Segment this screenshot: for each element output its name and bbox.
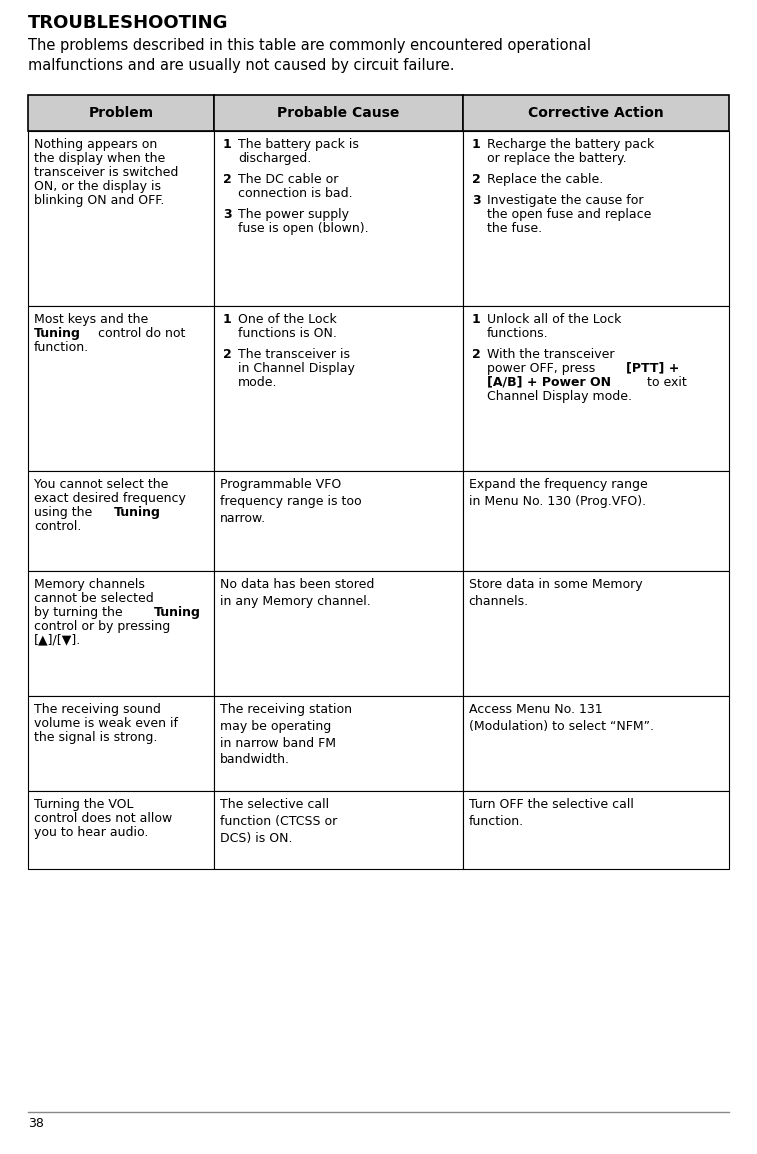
Text: discharged.: discharged. <box>238 152 311 165</box>
Text: 3: 3 <box>472 194 481 207</box>
Text: Unlock all of the Lock: Unlock all of the Lock <box>487 313 621 325</box>
Bar <box>463 471 729 571</box>
Text: blinking ON and OFF.: blinking ON and OFF. <box>34 194 164 207</box>
Text: function.: function. <box>34 340 89 354</box>
Bar <box>28 95 213 132</box>
Text: The selective call
function (CTCSS or
DCS) is ON.: The selective call function (CTCSS or DC… <box>220 799 337 845</box>
Text: The power supply: The power supply <box>238 208 349 220</box>
Bar <box>213 132 463 306</box>
Text: The DC cable or: The DC cable or <box>238 173 338 186</box>
Bar <box>213 95 463 132</box>
Bar <box>28 571 213 696</box>
Text: Expand the frequency range
in Menu No. 130 (Prog.VFO).: Expand the frequency range in Menu No. 1… <box>469 478 647 508</box>
Text: cannot be selected: cannot be selected <box>34 592 154 605</box>
Text: 2: 2 <box>472 173 481 186</box>
Text: functions is ON.: functions is ON. <box>238 327 337 340</box>
Bar <box>463 95 729 132</box>
Bar <box>213 306 463 471</box>
Text: the fuse.: the fuse. <box>487 222 542 234</box>
Text: One of the Lock: One of the Lock <box>238 313 337 325</box>
Text: control or by pressing: control or by pressing <box>34 620 170 632</box>
Text: Tuning: Tuning <box>114 505 161 519</box>
Text: Channel Display mode.: Channel Display mode. <box>487 390 631 403</box>
Text: Corrective Action: Corrective Action <box>528 106 664 120</box>
Text: The receiving station
may be operating
in narrow band FM
bandwidth.: The receiving station may be operating i… <box>220 703 352 766</box>
Text: transceiver is switched: transceiver is switched <box>34 166 179 179</box>
Text: 38: 38 <box>28 1117 44 1130</box>
Text: Problem: Problem <box>89 106 154 120</box>
Text: 3: 3 <box>223 208 232 220</box>
Text: in Channel Display: in Channel Display <box>238 362 354 375</box>
Text: You cannot select the: You cannot select the <box>34 478 168 490</box>
Text: 1: 1 <box>472 138 481 151</box>
Text: [▲]/[▼].: [▲]/[▼]. <box>34 634 81 646</box>
Text: the signal is strong.: the signal is strong. <box>34 730 157 744</box>
Bar <box>463 696 729 790</box>
Bar <box>463 790 729 869</box>
Text: Most keys and the: Most keys and the <box>34 313 148 325</box>
Text: to exit: to exit <box>646 376 687 389</box>
Text: you to hear audio.: you to hear audio. <box>34 826 148 839</box>
Text: control.: control. <box>34 519 81 533</box>
Bar <box>463 306 729 471</box>
Text: The problems described in this table are commonly encountered operational
malfun: The problems described in this table are… <box>28 38 591 73</box>
Text: 2: 2 <box>223 347 232 361</box>
Text: or replace the battery.: or replace the battery. <box>487 152 626 165</box>
Text: functions.: functions. <box>487 327 548 340</box>
Text: the open fuse and replace: the open fuse and replace <box>487 208 651 220</box>
Text: 1: 1 <box>223 138 232 151</box>
Text: 1: 1 <box>472 313 481 325</box>
Bar <box>463 571 729 696</box>
Text: Recharge the battery pack: Recharge the battery pack <box>487 138 654 151</box>
Text: 2: 2 <box>223 173 232 186</box>
Text: control do not: control do not <box>95 327 186 340</box>
Bar <box>213 696 463 790</box>
Text: connection is bad.: connection is bad. <box>238 187 353 200</box>
Text: Tuning: Tuning <box>154 606 201 619</box>
Bar <box>28 306 213 471</box>
Text: 1: 1 <box>223 313 232 325</box>
Text: The receiving sound: The receiving sound <box>34 703 161 715</box>
Text: With the transceiver: With the transceiver <box>487 347 614 361</box>
Text: ON, or the display is: ON, or the display is <box>34 180 161 193</box>
Text: using the: using the <box>34 505 96 519</box>
Text: 2: 2 <box>472 347 481 361</box>
Text: Programmable VFO
frequency range is too
narrow.: Programmable VFO frequency range is too … <box>220 478 361 525</box>
Text: control does not allow: control does not allow <box>34 812 173 825</box>
Bar <box>213 571 463 696</box>
Text: power OFF, press: power OFF, press <box>487 362 595 375</box>
Text: [A/B] + Power ON: [A/B] + Power ON <box>487 376 611 389</box>
Text: the display when the: the display when the <box>34 152 165 165</box>
Text: TROUBLESHOOTING: TROUBLESHOOTING <box>28 14 229 32</box>
Text: Turning the VOL: Turning the VOL <box>34 799 133 811</box>
Text: volume is weak even if: volume is weak even if <box>34 717 178 730</box>
Bar <box>28 471 213 571</box>
Text: No data has been stored
in any Memory channel.: No data has been stored in any Memory ch… <box>220 578 374 608</box>
Text: [PTT] +: [PTT] + <box>626 362 680 375</box>
Text: Memory channels: Memory channels <box>34 578 145 591</box>
Text: Store data in some Memory
channels.: Store data in some Memory channels. <box>469 578 642 608</box>
Bar <box>463 132 729 306</box>
Bar <box>28 790 213 869</box>
Text: exact desired frequency: exact desired frequency <box>34 492 186 505</box>
Text: The battery pack is: The battery pack is <box>238 138 359 151</box>
Text: Investigate the cause for: Investigate the cause for <box>487 194 643 207</box>
Text: Tuning: Tuning <box>34 327 81 340</box>
Text: by turning the: by turning the <box>34 606 126 619</box>
Bar <box>28 132 213 306</box>
Text: The transceiver is: The transceiver is <box>238 347 350 361</box>
Text: Access Menu No. 131
(Modulation) to select “NFM”.: Access Menu No. 131 (Modulation) to sele… <box>469 703 653 733</box>
Text: Probable Cause: Probable Cause <box>277 106 400 120</box>
Text: Nothing appears on: Nothing appears on <box>34 138 157 151</box>
Bar <box>213 471 463 571</box>
Text: mode.: mode. <box>238 376 277 389</box>
Text: Turn OFF the selective call
function.: Turn OFF the selective call function. <box>469 799 634 827</box>
Text: Replace the cable.: Replace the cable. <box>487 173 603 186</box>
Bar <box>213 790 463 869</box>
Text: fuse is open (blown).: fuse is open (blown). <box>238 222 369 234</box>
Bar <box>28 696 213 790</box>
